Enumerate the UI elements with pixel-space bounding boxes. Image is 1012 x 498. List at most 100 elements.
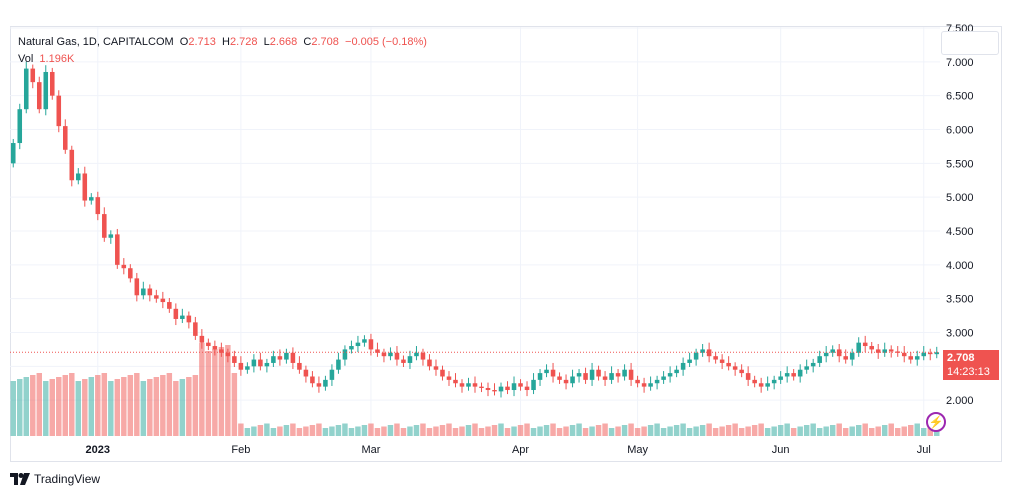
candle-body: [719, 359, 725, 363]
candle-body: [635, 379, 640, 384]
volume-bar: [348, 428, 355, 436]
last-price-value: 2.708: [947, 352, 975, 364]
volume-bar: [771, 426, 777, 436]
grid-lines: [10, 27, 940, 436]
candle-body: [141, 288, 146, 296]
candle-body: [641, 383, 647, 387]
lightning-icon[interactable]: ⚡: [926, 412, 946, 432]
candle-body: [186, 315, 192, 323]
volume-bar: [927, 426, 933, 436]
candle-body: [69, 149, 75, 181]
volume-bar: [478, 428, 485, 436]
candle-body: [264, 362, 270, 367]
volume-bar: [309, 425, 316, 436]
volume-bar: [738, 428, 745, 436]
candle-body: [602, 376, 608, 380]
candle-body: [368, 339, 374, 350]
volume-bar: [426, 428, 433, 436]
candle-body: [232, 356, 237, 363]
volume-bar: [225, 345, 231, 436]
volume-bar: [693, 426, 699, 436]
symbol-title[interactable]: Natural Gas, 1D, CAPITALCOM: [18, 36, 174, 48]
volume-bar: [62, 375, 69, 436]
x-tick-label: Apr: [512, 444, 529, 456]
volume-bar: [699, 425, 706, 436]
volume-bar: [23, 377, 29, 436]
candle-body: [310, 376, 315, 384]
volume-bar: [680, 423, 686, 436]
candle-body: [251, 359, 257, 367]
candle-body: [433, 366, 439, 370]
y-tick-label: 5.000: [946, 192, 974, 204]
volume-bar: [758, 423, 764, 436]
volume-label[interactable]: Vol: [18, 53, 34, 65]
volume-bar: [361, 425, 368, 436]
candle-body: [381, 352, 387, 357]
volume-bar: [641, 426, 647, 436]
candle-body: [76, 173, 81, 181]
last-price-label: 2.708 14:23:13: [943, 350, 999, 380]
candle-body: [823, 352, 829, 357]
candle-body: [173, 308, 179, 319]
candle-body: [466, 383, 471, 387]
tradingview-logo-icon: [10, 473, 30, 485]
y-tick-label: 3.000: [946, 328, 974, 340]
volume-bar: [849, 426, 855, 436]
open-value: 2.713: [188, 36, 216, 48]
candle-body: [82, 173, 88, 201]
volume-bar: [498, 423, 504, 436]
y-tick-label: 5.500: [946, 158, 974, 170]
candle-body: [596, 369, 601, 377]
volume-bar: [394, 423, 400, 436]
candle-body: [219, 349, 224, 353]
volume-bar: [784, 423, 790, 436]
candle-body: [674, 369, 679, 374]
candle-body: [245, 366, 250, 370]
candle-body: [505, 386, 510, 391]
volume-bar: [556, 428, 563, 436]
volume-bar: [764, 428, 771, 436]
candle-body: [726, 362, 731, 367]
volume-bar: [511, 426, 517, 436]
tradingview-brand[interactable]: TradingView: [10, 472, 100, 486]
volume-bar: [465, 425, 472, 436]
volume-bar: [49, 379, 56, 436]
volume-bar: [901, 426, 907, 436]
volume-bar: [875, 426, 881, 436]
candle-body: [472, 383, 478, 387]
volume-bar: [914, 423, 920, 436]
candle-body: [388, 352, 393, 357]
volume-bar: [381, 426, 387, 436]
volume-legend: Vol 1.196K: [18, 53, 74, 65]
candle-body: [856, 342, 861, 353]
candle-body: [485, 387, 491, 391]
axis-settings-box[interactable]: [941, 31, 999, 55]
volume-bar: [192, 375, 199, 436]
volume-bar: [790, 428, 797, 436]
volume-bar: [251, 426, 257, 436]
candle-body: [446, 376, 452, 380]
y-tick-label: 4.500: [946, 226, 974, 238]
candle-body: [167, 302, 172, 309]
volume-bar: [335, 425, 342, 436]
volume-bar: [550, 423, 556, 436]
candles: [10, 61, 940, 398]
volume-bar: [855, 425, 862, 436]
low-value: 2.668: [269, 36, 298, 48]
volume-bar: [829, 425, 836, 436]
candle-body: [498, 386, 504, 392]
volume-bar: [563, 426, 569, 436]
volume-bar: [569, 425, 576, 436]
candle-body: [212, 346, 218, 350]
volume-bar: [270, 428, 277, 436]
volume-bar: [257, 425, 264, 436]
candle-body: [758, 383, 764, 387]
volume-bar: [472, 423, 478, 436]
candle-body: [115, 234, 120, 265]
candle-body: [336, 359, 341, 370]
volume-bar: [316, 423, 322, 436]
candle-body: [557, 376, 562, 380]
volume-bar: [322, 428, 329, 436]
candle-body: [206, 342, 211, 347]
